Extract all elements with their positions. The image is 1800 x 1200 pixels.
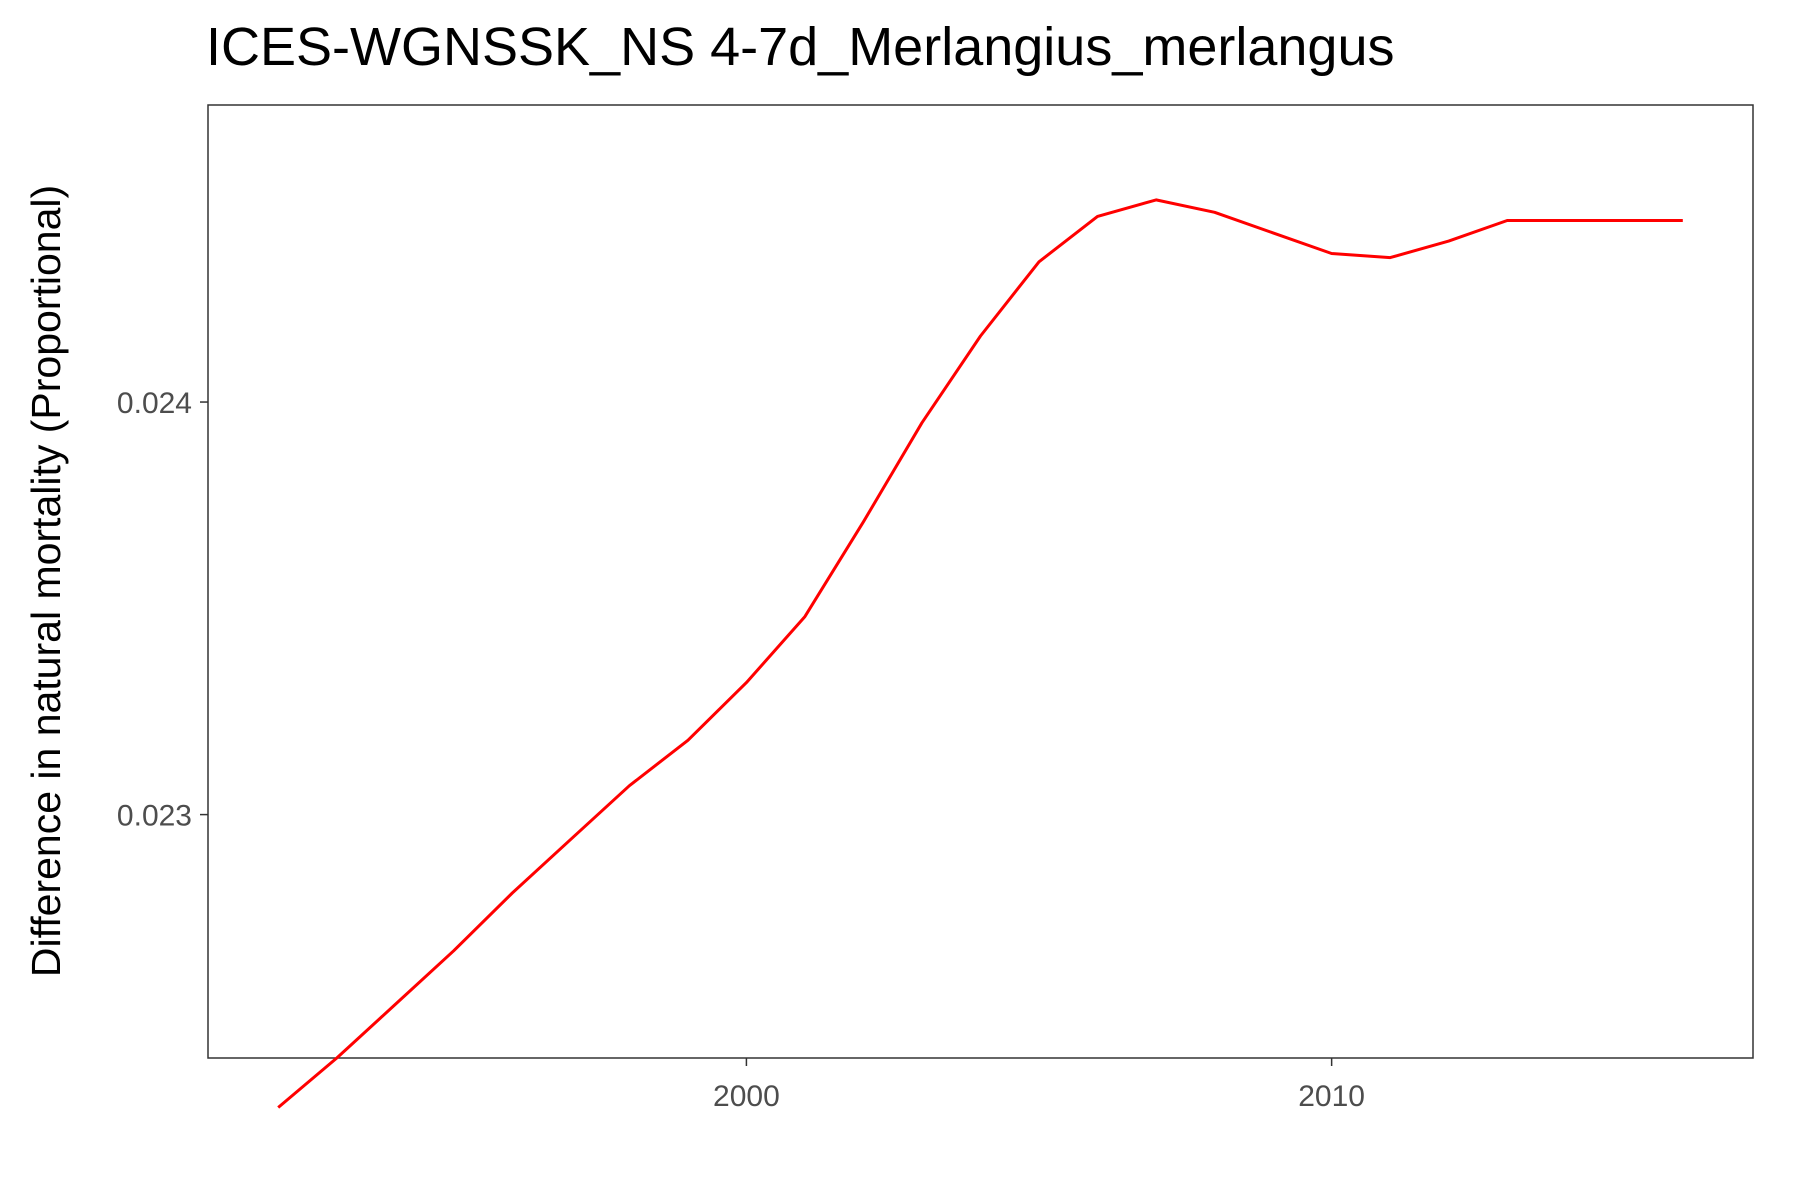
y-axis: 0.023 0.024: [117, 387, 208, 833]
series-line: [277, 198, 1683, 1109]
x-tick-label: 2000: [713, 1080, 780, 1113]
y-axis-label: Difference in natural mortality (Proport…: [23, 185, 69, 977]
chart-title: ICES-WGNSSK_NS 4-7d_Merlangius_merlangus: [206, 17, 1394, 77]
x-tick-label: 2010: [1298, 1080, 1365, 1113]
x-axis: 2000 2010: [713, 1058, 1365, 1113]
y-tick-label: 0.023: [117, 800, 192, 833]
plot-panel: [207, 104, 1754, 1059]
series-layer: [277, 198, 1683, 1109]
y-tick-label: 0.024: [117, 387, 192, 420]
